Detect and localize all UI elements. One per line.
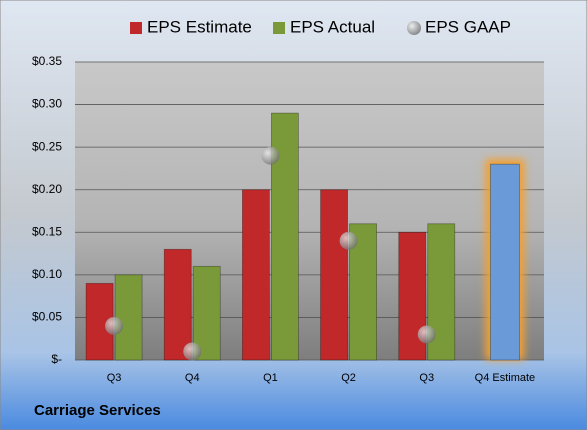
legend-label: EPS GAAP [425, 17, 511, 36]
x-tick-label: Q1 [263, 372, 278, 384]
gaap-marker [261, 146, 280, 165]
y-tick-label: $0.35 [32, 54, 62, 68]
y-tick-label: $- [51, 352, 62, 366]
legend-marker [273, 22, 285, 34]
bar [320, 189, 348, 361]
bar [163, 248, 192, 361]
y-tick-label: $0.25 [32, 139, 62, 153]
x-tick-label: Q4 [185, 372, 200, 384]
footer: Carriage Services [34, 402, 161, 419]
legend-label: EPS Estimate [147, 17, 252, 36]
x-tick-label: Q2 [341, 372, 356, 384]
legend-marker [130, 22, 142, 34]
legend-label: EPS Actual [290, 17, 375, 36]
gaap-marker [105, 316, 124, 335]
x-tick-label: Q4 Estimate [475, 372, 536, 384]
gaap-marker [417, 325, 436, 344]
plot-area [75, 62, 544, 360]
bar [114, 274, 143, 361]
gaap-marker [183, 342, 202, 361]
x-tick-label: Q3 [419, 372, 434, 384]
x-tick-label: Q3 [107, 372, 122, 384]
y-tick-label: $0.15 [32, 224, 62, 238]
y-tick-label: $0.10 [32, 267, 62, 281]
gaap-marker [339, 231, 358, 250]
legend-marker [407, 21, 421, 35]
y-tick-label: $0.05 [32, 310, 62, 324]
bar [242, 189, 270, 361]
bar [490, 163, 520, 361]
y-tick-label: $0.20 [32, 182, 62, 196]
y-tick-label: $0.30 [32, 97, 62, 111]
